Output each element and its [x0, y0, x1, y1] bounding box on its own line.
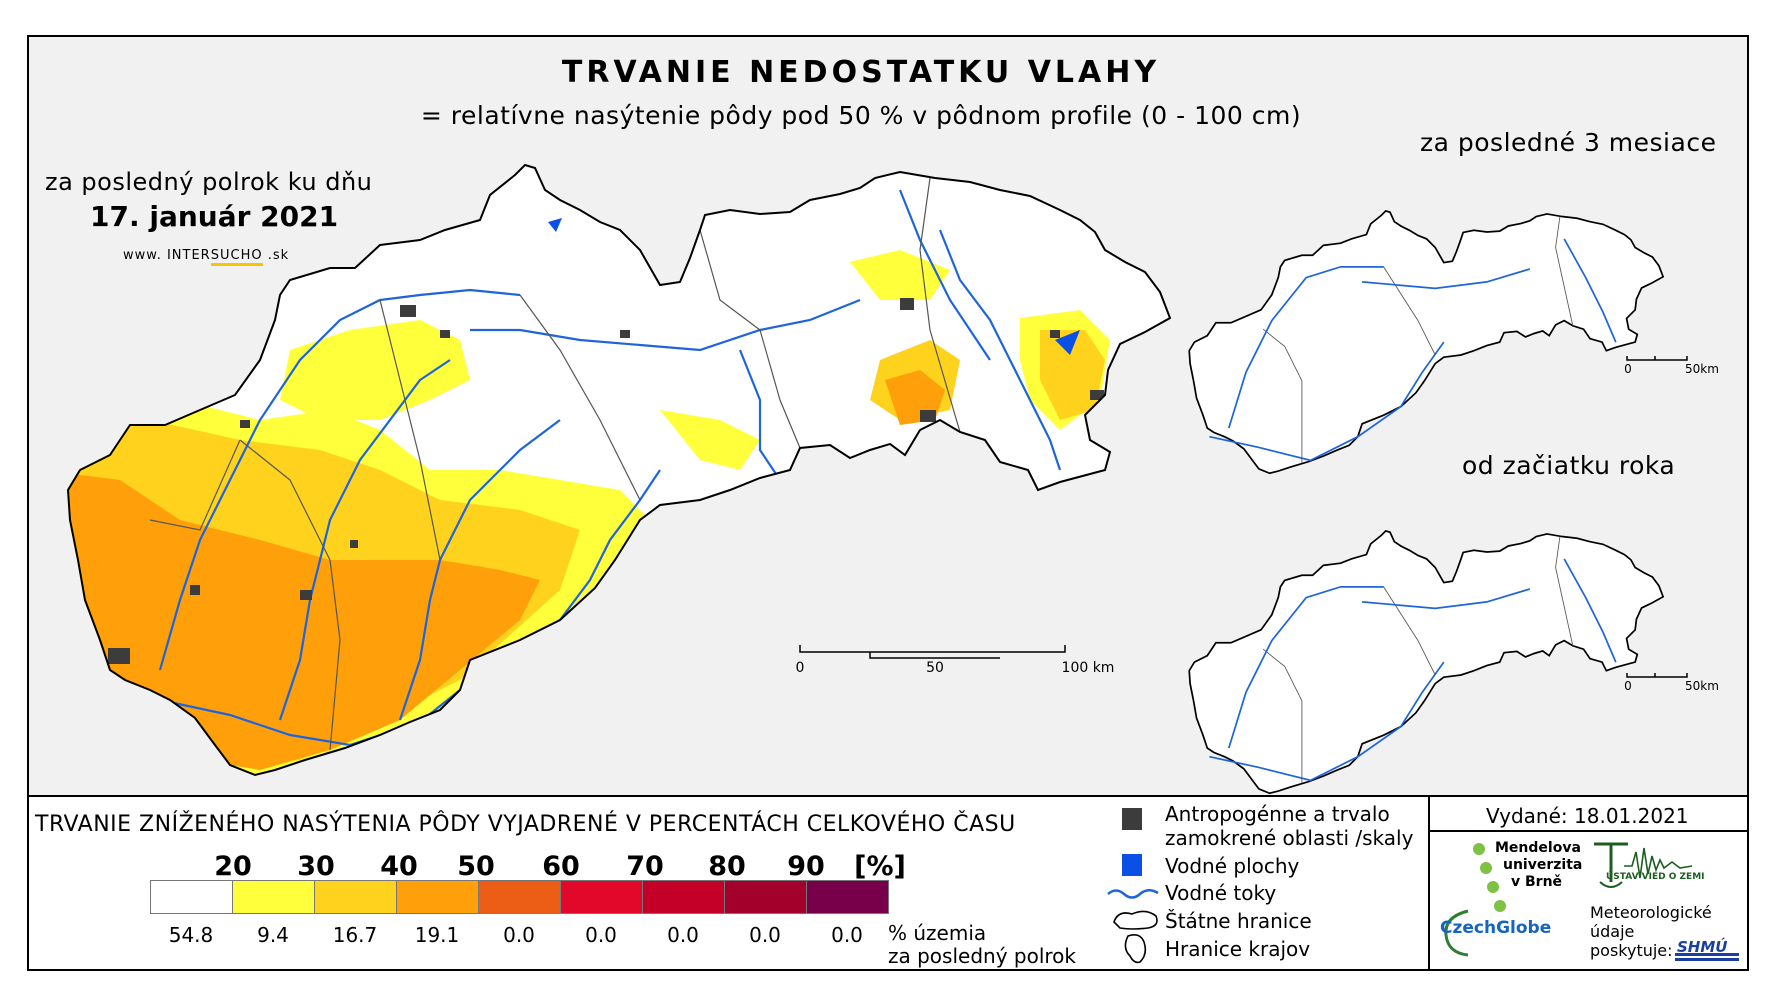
legend-color-class: [478, 880, 561, 914]
inset-2-scale-50: 50km: [1685, 679, 1719, 693]
main-scale-label-50: 50: [926, 660, 944, 676]
legend-color-class: [232, 880, 315, 914]
website-suffix: .sk: [262, 248, 290, 263]
czechglobe-swirl-icon: [1444, 909, 1469, 957]
legend-anthropogenic-line1: Antropogénne a trvalo: [1165, 802, 1390, 826]
legend-percent-value: 16.7: [332, 923, 378, 947]
legend-percent-value: 0.0: [831, 923, 863, 947]
mendel-logo-dot: [1480, 862, 1492, 874]
legend-percent-value: 0.0: [585, 923, 617, 947]
water-swatch: [1122, 854, 1142, 876]
main-map: 0 50 100 km 0 50km: [67, 164, 1719, 795]
inset-3-months-title: za posledné 3 mesiace: [1420, 128, 1717, 157]
legend-tick-30: 30: [297, 851, 335, 882]
legend-tick-40: 40: [380, 851, 418, 882]
legend-state-border: Štátne hranice: [1165, 909, 1312, 933]
credits-divider-vertical: [1428, 795, 1430, 971]
earth-science-institute-logo[interactable]: ÚSTAV VIED O ZEMI: [1606, 872, 1705, 882]
main-scale-label-0: 0: [796, 660, 805, 676]
legend-percent-value: 0.0: [667, 923, 699, 947]
legend-tick-60: 60: [542, 851, 580, 882]
inset-year-start-title: od začiatku roka: [1462, 451, 1676, 480]
mendel-university-logo[interactable]: Mendelova univerzita v Brně: [1495, 840, 1582, 891]
legend-percent-value: 19.1: [414, 923, 460, 947]
mendel-line2: univerzita: [1503, 857, 1583, 873]
legend-tick-70: 70: [626, 851, 664, 882]
meteo-line3: poskytuje:: [1590, 941, 1673, 960]
inset-1-scale-bar: [1626, 356, 1688, 361]
website-mid: SUCHO: [210, 248, 263, 266]
legend-percent-value: 0.0: [749, 923, 781, 947]
inset-1-scale-0: 0: [1624, 362, 1632, 376]
inset-2-scale-0: 0: [1624, 679, 1632, 693]
legend-region-border: Hranice krajov: [1165, 937, 1311, 961]
earth-science-institute-logo-icon: [1594, 842, 1693, 888]
legend-unit-line2: za posledný polrok: [888, 944, 1076, 968]
legend-anthropogenic-line2: zamokrené oblasti /skaly: [1165, 826, 1414, 850]
mendel-line3: v Brně: [1511, 874, 1563, 890]
legend-percent-value: 9.4: [257, 923, 289, 947]
mendel-logo-dot: [1494, 900, 1506, 912]
legend-tick-80: 80: [708, 851, 746, 882]
legend-tick-unit: [%]: [854, 851, 906, 882]
legend-percent-value: 0.0: [503, 923, 535, 947]
main-scale-label-100: 100 km: [1062, 660, 1115, 676]
legend-unit-line1: % územia: [888, 921, 987, 945]
legend-color-class: [806, 880, 889, 914]
meteo-provider-text: Meteorologické údaje poskytuje:: [1590, 903, 1712, 960]
mendel-logo-dot: [1487, 881, 1499, 893]
inset-map-year-start: [1188, 530, 1664, 795]
website-link[interactable]: www. INTERSUCHO .sk: [123, 248, 290, 266]
inset-map-3-months: [1188, 210, 1664, 475]
website-prefix: www. INTER: [123, 248, 211, 263]
mendel-line1: Mendelova: [1495, 840, 1581, 856]
legend-tick-90: 90: [787, 851, 825, 882]
map-title: TRVANIE NEDOSTATKU VLAHY: [561, 55, 1161, 90]
main-scale-bar: [799, 645, 1066, 659]
legend-color-class: [314, 880, 397, 914]
legend-color-class: [724, 880, 807, 914]
meteo-line1: Meteorologické: [1590, 903, 1712, 922]
meteo-line2: údaje: [1590, 922, 1635, 941]
inset-2-scale-bar: [1626, 673, 1688, 678]
anthropogenic-swatch: [1122, 808, 1142, 830]
region-border-symbol: [1124, 934, 1147, 964]
issued-date: Vydané: 18.01.2021: [1486, 804, 1689, 828]
legend-color-class: [560, 880, 643, 914]
legend-color-class: [642, 880, 725, 914]
state-border-symbol: [1113, 910, 1158, 930]
shmu-logo-icon: [1675, 953, 1739, 961]
legend-tick-50: 50: [457, 851, 495, 882]
legend-percent-value: 54.8: [168, 923, 214, 947]
legend-heading: TRVANIE ZNÍŽENÉHO NASÝTENIA PÔDY VYJADRE…: [35, 812, 1016, 837]
main-map-period: za posledný polrok ku dňu: [45, 168, 373, 196]
legend-water-bodies: Vodné plochy: [1165, 854, 1300, 878]
main-map-date: 17. január 2021: [90, 200, 339, 233]
legend-rivers: Vodné toky: [1165, 881, 1277, 905]
legend-color-class: [150, 880, 233, 914]
legend-color-class: [396, 880, 479, 914]
mendel-logo-dot: [1473, 843, 1485, 855]
river-symbol: [1107, 889, 1159, 899]
credits-divider-horizontal: [1430, 830, 1749, 832]
shmu-logo[interactable]: SHMÚ: [1677, 938, 1728, 956]
map-subtitle: = relatívne nasýtenie pôdy pod 50 % v pô…: [420, 101, 1302, 130]
czechglobe-logo[interactable]: CzechGlobe: [1440, 918, 1552, 938]
legend-tick-20: 20: [214, 851, 252, 882]
inset-1-scale-50: 50km: [1685, 362, 1719, 376]
